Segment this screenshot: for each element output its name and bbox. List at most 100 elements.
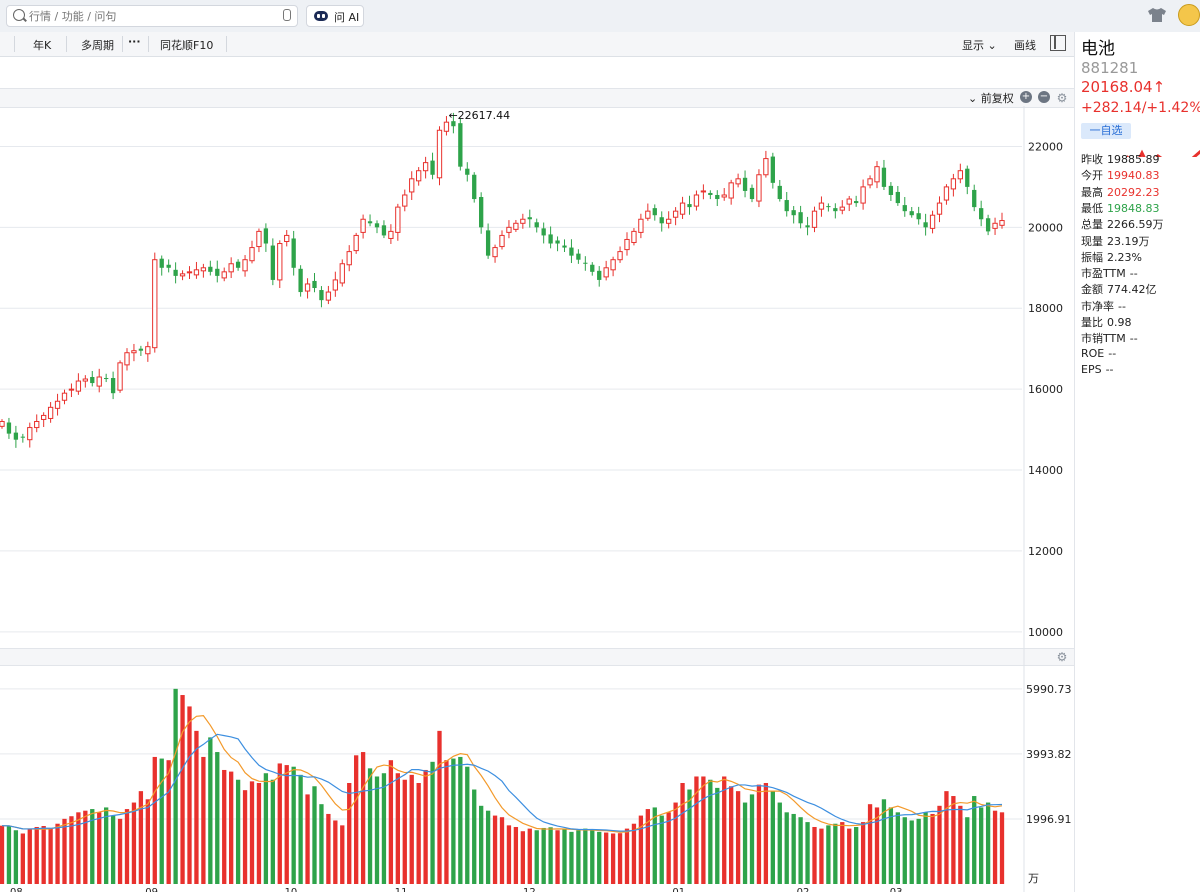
volume-bar bbox=[492, 815, 498, 884]
search-icon bbox=[13, 9, 25, 21]
candle-body bbox=[54, 400, 61, 409]
microphone-icon[interactable] bbox=[283, 9, 291, 21]
candle-body bbox=[715, 194, 720, 200]
candle-body bbox=[353, 234, 359, 252]
candle-body bbox=[416, 170, 422, 182]
volume-bar bbox=[360, 752, 366, 884]
candle-body bbox=[805, 225, 810, 228]
candle-body bbox=[0, 420, 5, 427]
adjust-dropdown[interactable]: ⌄ 前复权 bbox=[968, 90, 1014, 106]
volume-header: ⚙ bbox=[0, 648, 1074, 666]
volume-bar bbox=[138, 791, 144, 884]
volume-bar bbox=[395, 773, 400, 884]
toolbar-divider bbox=[66, 36, 67, 52]
volume-bar bbox=[117, 818, 123, 884]
candle-body bbox=[756, 174, 762, 202]
volume-bar bbox=[347, 783, 352, 884]
quote-value: 23.19万 bbox=[1107, 234, 1150, 248]
volume-bar bbox=[277, 763, 282, 884]
volume-bar bbox=[62, 818, 67, 884]
volume-bar bbox=[263, 773, 269, 884]
volume-bar bbox=[860, 822, 866, 884]
zoom-in-icon[interactable]: + bbox=[1020, 91, 1032, 103]
candle-body bbox=[811, 210, 818, 228]
candle-body bbox=[388, 230, 394, 239]
add-favorite-button[interactable]: 一自选 bbox=[1081, 123, 1131, 139]
volume-bar bbox=[256, 783, 262, 884]
tab-year-k[interactable]: 年K bbox=[33, 39, 52, 52]
candle-body bbox=[867, 178, 873, 186]
price-tick-label: 14000 bbox=[1028, 464, 1063, 477]
volume-bar bbox=[319, 804, 324, 884]
volume-bar bbox=[166, 760, 171, 884]
candle-body bbox=[666, 218, 672, 224]
candle-body bbox=[34, 420, 40, 429]
x-axis-label: 10 bbox=[285, 887, 298, 892]
candle-body bbox=[659, 217, 664, 224]
candle-body bbox=[346, 251, 352, 266]
candle-body bbox=[548, 234, 553, 244]
candle-body bbox=[624, 238, 630, 251]
volume-bar bbox=[305, 794, 310, 884]
volume-bar bbox=[867, 804, 873, 884]
volume-bar bbox=[722, 776, 727, 884]
candle-body bbox=[721, 194, 727, 198]
candle-body bbox=[228, 263, 234, 273]
tab-multi-period[interactable]: 多周期 bbox=[81, 39, 114, 52]
volume-bar bbox=[902, 817, 907, 884]
candle-body bbox=[75, 380, 82, 392]
search-input[interactable] bbox=[29, 7, 279, 25]
display-menu[interactable]: 显示 ⌄ bbox=[962, 37, 997, 53]
volume-bar bbox=[604, 832, 609, 884]
volume-bar bbox=[562, 829, 567, 884]
candle-body bbox=[208, 266, 213, 272]
panel-toggle-icon[interactable] bbox=[1050, 35, 1066, 51]
gear-icon[interactable]: ⚙ bbox=[1056, 91, 1068, 105]
volume-bar bbox=[680, 783, 685, 884]
volume-bar bbox=[229, 771, 234, 884]
kline-chart[interactable]: 22000 20000 18000 16000 14000 12000 10000 5990.… bbox=[0, 106, 1074, 892]
candle-body bbox=[826, 206, 831, 208]
x-axis-label: 08 bbox=[10, 887, 23, 892]
volume-bar bbox=[819, 828, 824, 884]
quote-label: 现量 bbox=[1081, 234, 1103, 248]
quote-label: EPS bbox=[1081, 362, 1102, 376]
candle-body bbox=[770, 156, 775, 183]
candle-body bbox=[520, 218, 526, 224]
ask-ai-button[interactable]: 问 AI bbox=[306, 5, 364, 27]
user-avatar[interactable] bbox=[1178, 4, 1200, 26]
candle-body bbox=[597, 270, 602, 280]
x-axis-label: 12 bbox=[523, 887, 536, 892]
volume-bar bbox=[34, 826, 39, 884]
volume-gear-icon[interactable]: ⚙ bbox=[1056, 650, 1068, 664]
volume-bar bbox=[215, 752, 220, 884]
volume-bar bbox=[874, 807, 880, 884]
candle-body bbox=[777, 185, 782, 200]
zoom-out-icon[interactable]: − bbox=[1038, 91, 1050, 103]
volume-bar bbox=[104, 807, 109, 884]
volume-bar bbox=[291, 766, 296, 884]
volume-bar bbox=[451, 758, 456, 884]
tab-f10[interactable]: 同花顺F10 bbox=[160, 39, 214, 52]
search-box[interactable] bbox=[6, 5, 298, 27]
candle-body bbox=[679, 202, 686, 215]
skin-shirt-icon[interactable] bbox=[1146, 7, 1168, 23]
volume-bar bbox=[840, 822, 845, 884]
volume-bar bbox=[13, 830, 19, 884]
volume-bar bbox=[742, 802, 748, 884]
volume-bar bbox=[666, 812, 671, 884]
volume-bar bbox=[694, 776, 699, 884]
candle-body bbox=[61, 392, 68, 401]
candle-body bbox=[82, 378, 88, 382]
more-options-icon[interactable]: ··· bbox=[128, 35, 141, 48]
volume-bar bbox=[833, 823, 838, 884]
candle-body bbox=[41, 414, 47, 420]
quote-value: -- bbox=[1105, 362, 1114, 376]
candle-body bbox=[909, 211, 914, 216]
volume-bar bbox=[27, 829, 32, 884]
candle-body bbox=[395, 206, 401, 233]
candle-body bbox=[513, 222, 519, 230]
quote-label: 今开 bbox=[1081, 169, 1103, 183]
volume-bar bbox=[90, 809, 95, 884]
draw-line-button[interactable]: 画线 bbox=[1014, 39, 1036, 52]
